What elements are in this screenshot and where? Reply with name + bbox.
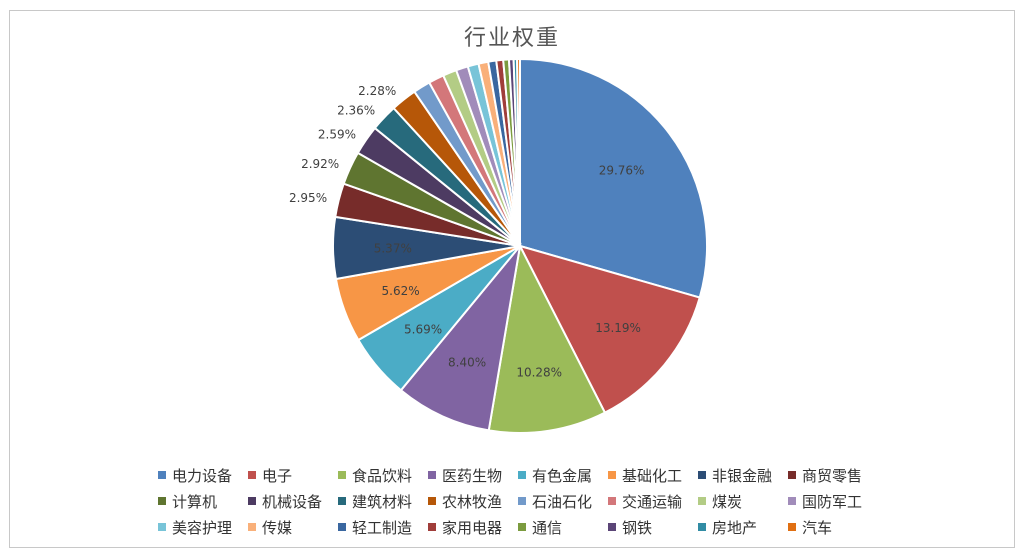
legend-label: 轻工制造 <box>352 518 413 537</box>
legend-swatch <box>698 523 706 531</box>
legend-swatch <box>518 471 526 479</box>
legend-item-11: 农林牧渔 <box>428 491 518 512</box>
legend-item-5: 基础化工 <box>608 465 698 486</box>
legend-swatch <box>608 523 616 531</box>
legend-row: 计算机 机械设备 建筑材料 农林牧渔 石油石化 交通运输 煤炭 国防军工 <box>158 488 878 514</box>
legend-swatch <box>158 523 166 531</box>
legend-label: 机械设备 <box>262 492 323 511</box>
legend-swatch <box>698 471 706 479</box>
legend-swatch <box>788 523 796 531</box>
legend-item-18: 轻工制造 <box>338 517 428 538</box>
data-label-6: 5.37% <box>374 241 412 255</box>
legend-item-9: 机械设备 <box>248 491 338 512</box>
data-label-1: 13.19% <box>595 321 641 335</box>
data-label-7: 2.95% <box>289 191 327 205</box>
pie-slice-3 <box>399 242 522 432</box>
data-label-9: 2.59% <box>318 127 356 141</box>
legend-item-8: 计算机 <box>158 491 248 512</box>
legend-label: 煤炭 <box>712 492 743 511</box>
legend-label: 电子 <box>262 466 293 485</box>
legend-label: 石油石化 <box>532 492 593 511</box>
legend-item-15: 国防军工 <box>788 491 878 512</box>
pie-slice-2 <box>487 242 607 434</box>
legend-swatch <box>338 523 346 531</box>
legend-row: 美容护理 传媒 轻工制造 家用电器 通信 钢铁 房地产 汽车 <box>158 514 878 540</box>
legend-item-20: 通信 <box>518 517 608 538</box>
legend-swatch <box>248 471 256 479</box>
legend-swatch <box>788 471 796 479</box>
legend-swatch <box>428 523 436 531</box>
legend-item-21: 钢铁 <box>608 517 698 538</box>
legend-label: 建筑材料 <box>352 492 413 511</box>
chart-title: 行业权重 <box>463 26 560 51</box>
legend: 电力设备 电子 食品饮料 医药生物 有色金属 基础化工 非银金融 商贸零售计算机 机械设备 建筑材… <box>158 462 878 540</box>
legend-label: 基础化工 <box>622 466 683 485</box>
legend-label: 交通运输 <box>622 492 683 511</box>
legend-swatch <box>248 523 256 531</box>
legend-label: 钢铁 <box>622 518 653 537</box>
legend-label: 电力设备 <box>172 466 233 485</box>
legend-swatch <box>158 497 166 505</box>
data-label-8: 2.92% <box>301 157 339 171</box>
legend-item-0: 电力设备 <box>158 465 248 486</box>
legend-label: 家用电器 <box>442 518 503 537</box>
pie-slice-1 <box>518 244 701 414</box>
legend-item-3: 医药生物 <box>428 465 518 486</box>
legend-label: 传媒 <box>262 518 293 537</box>
legend-swatch <box>428 497 436 505</box>
legend-item-7: 商贸零售 <box>788 465 878 486</box>
data-label-10: 2.36% <box>337 104 375 118</box>
legend-swatch <box>608 497 616 505</box>
pie-slice-0 <box>519 57 708 299</box>
legend-swatch <box>518 523 526 531</box>
legend-item-17: 传媒 <box>248 517 338 538</box>
legend-item-13: 交通运输 <box>608 491 698 512</box>
legend-item-14: 煤炭 <box>698 491 788 512</box>
legend-item-10: 建筑材料 <box>338 491 428 512</box>
pie-slice-23 <box>516 57 521 247</box>
legend-swatch <box>788 497 796 505</box>
data-label-0: 29.76% <box>599 164 645 178</box>
legend-row: 电力设备 电子 食品饮料 医药生物 有色金属 基础化工 非银金融 商贸零售 <box>158 462 878 488</box>
legend-label: 有色金属 <box>532 466 593 485</box>
legend-label: 计算机 <box>172 492 218 511</box>
legend-swatch <box>338 497 346 505</box>
data-label-2: 10.28% <box>516 366 562 380</box>
data-label-5: 5.62% <box>382 284 420 298</box>
legend-swatch <box>608 471 616 479</box>
legend-swatch <box>428 471 436 479</box>
legend-label: 房地产 <box>712 518 758 537</box>
data-label-11: 2.28% <box>358 84 396 98</box>
legend-label: 医药生物 <box>442 466 503 485</box>
legend-label: 汽车 <box>802 518 833 537</box>
legend-item-4: 有色金属 <box>518 465 608 486</box>
legend-label: 食品饮料 <box>352 466 413 485</box>
legend-label: 国防军工 <box>802 492 863 511</box>
legend-item-2: 食品饮料 <box>338 465 428 486</box>
legend-item-12: 石油石化 <box>518 491 608 512</box>
legend-swatch <box>518 497 526 505</box>
legend-label: 美容护理 <box>172 518 233 537</box>
legend-item-19: 家用电器 <box>428 517 518 538</box>
legend-swatch <box>338 471 346 479</box>
legend-item-1: 电子 <box>248 465 338 486</box>
legend-swatch <box>698 497 706 505</box>
legend-label: 商贸零售 <box>802 466 863 485</box>
legend-label: 通信 <box>532 518 563 537</box>
legend-item-22: 房地产 <box>698 517 788 538</box>
legend-swatch <box>158 471 166 479</box>
legend-item-6: 非银金融 <box>698 465 788 486</box>
legend-item-16: 美容护理 <box>158 517 248 538</box>
legend-label: 农林牧渔 <box>442 492 503 511</box>
legend-label: 非银金融 <box>712 466 773 485</box>
data-label-4: 5.69% <box>404 322 442 336</box>
legend-swatch <box>248 497 256 505</box>
data-label-3: 8.40% <box>448 356 486 370</box>
legend-item-23: 汽车 <box>788 517 878 538</box>
